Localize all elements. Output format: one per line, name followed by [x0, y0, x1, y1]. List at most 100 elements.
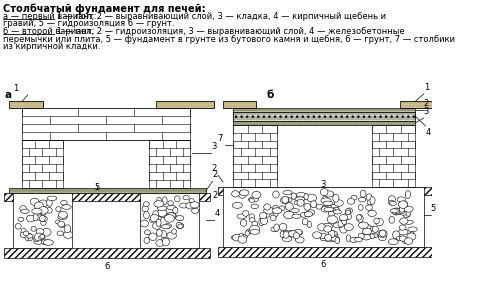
Ellipse shape: [378, 230, 387, 237]
Text: 6: 6: [320, 260, 326, 269]
Ellipse shape: [306, 210, 315, 215]
Ellipse shape: [332, 194, 339, 202]
Ellipse shape: [369, 234, 375, 238]
Text: 1: 1: [13, 84, 18, 93]
Ellipse shape: [320, 236, 327, 241]
Ellipse shape: [280, 223, 287, 231]
Ellipse shape: [300, 212, 306, 217]
Ellipse shape: [150, 214, 158, 222]
Ellipse shape: [404, 206, 413, 212]
Ellipse shape: [304, 194, 308, 200]
Ellipse shape: [180, 203, 188, 208]
Ellipse shape: [231, 235, 241, 240]
Ellipse shape: [324, 234, 332, 241]
Ellipse shape: [402, 238, 410, 244]
Ellipse shape: [368, 210, 376, 217]
Ellipse shape: [283, 231, 289, 238]
Ellipse shape: [354, 237, 362, 242]
Ellipse shape: [272, 208, 282, 214]
Ellipse shape: [274, 224, 279, 231]
Ellipse shape: [248, 230, 256, 234]
Ellipse shape: [167, 205, 176, 210]
Ellipse shape: [280, 197, 289, 204]
Ellipse shape: [156, 219, 161, 227]
Ellipse shape: [174, 196, 180, 202]
Ellipse shape: [362, 234, 370, 240]
Ellipse shape: [403, 212, 410, 217]
Bar: [4, 248, 210, 258]
Ellipse shape: [240, 219, 247, 226]
Ellipse shape: [34, 239, 43, 244]
Ellipse shape: [30, 198, 39, 205]
Text: гравий, 5 — гидроизоляция 6 — грунт.: гравий, 5 — гидроизоляция 6 — грунт.: [4, 19, 175, 29]
Ellipse shape: [372, 226, 378, 233]
Ellipse shape: [40, 234, 44, 239]
Ellipse shape: [56, 207, 61, 212]
Ellipse shape: [25, 233, 31, 241]
Ellipse shape: [378, 234, 386, 241]
Ellipse shape: [42, 228, 51, 236]
Ellipse shape: [358, 222, 368, 228]
Text: 3: 3: [424, 107, 429, 116]
Ellipse shape: [192, 208, 198, 213]
Ellipse shape: [287, 231, 296, 235]
Ellipse shape: [142, 205, 148, 212]
Ellipse shape: [34, 233, 44, 241]
Ellipse shape: [390, 201, 396, 205]
Ellipse shape: [38, 207, 48, 214]
Ellipse shape: [330, 237, 340, 241]
Ellipse shape: [374, 218, 380, 224]
Ellipse shape: [237, 214, 246, 219]
Ellipse shape: [167, 232, 176, 239]
Ellipse shape: [58, 221, 64, 227]
Text: 6: 6: [104, 262, 110, 271]
Ellipse shape: [327, 216, 338, 223]
Ellipse shape: [160, 230, 166, 238]
Ellipse shape: [279, 206, 285, 211]
Bar: [218, 187, 432, 195]
Ellipse shape: [164, 224, 172, 228]
Ellipse shape: [150, 218, 154, 222]
Ellipse shape: [356, 215, 362, 220]
Ellipse shape: [282, 236, 292, 242]
Ellipse shape: [248, 197, 258, 202]
Ellipse shape: [246, 229, 254, 233]
Ellipse shape: [398, 229, 408, 235]
Ellipse shape: [272, 191, 279, 198]
Ellipse shape: [34, 202, 43, 210]
Text: перемычки или плита, 5 — фундамент в грунте из бутового камня и щебня, 6 — грунт: перемычки или плита, 5 — фундамент в гру…: [4, 35, 456, 43]
Ellipse shape: [250, 198, 254, 203]
Ellipse shape: [59, 223, 65, 228]
Ellipse shape: [304, 203, 310, 210]
Ellipse shape: [24, 231, 29, 236]
Ellipse shape: [64, 225, 70, 233]
Text: 2: 2: [212, 164, 217, 173]
Ellipse shape: [297, 199, 304, 206]
Ellipse shape: [324, 226, 332, 232]
Ellipse shape: [408, 227, 417, 232]
Ellipse shape: [294, 200, 304, 205]
Bar: [234, 121, 415, 125]
Text: 1 — пол, 2 — выравнивающий слой, 3 — кладка, 4 — кирпичный щебень и: 1 — пол, 2 — выравнивающий слой, 3 — кла…: [54, 12, 386, 21]
Ellipse shape: [294, 230, 302, 235]
Bar: [156, 101, 214, 108]
Ellipse shape: [347, 208, 352, 213]
Ellipse shape: [392, 208, 400, 215]
Ellipse shape: [152, 222, 161, 229]
Ellipse shape: [366, 205, 372, 210]
Ellipse shape: [398, 210, 408, 215]
Ellipse shape: [238, 236, 246, 243]
Ellipse shape: [344, 224, 354, 230]
Ellipse shape: [162, 224, 170, 229]
Text: 4: 4: [214, 209, 220, 218]
Ellipse shape: [326, 238, 335, 242]
Ellipse shape: [348, 198, 354, 204]
Ellipse shape: [154, 201, 164, 207]
Ellipse shape: [283, 191, 292, 195]
Ellipse shape: [368, 227, 376, 231]
Ellipse shape: [358, 233, 364, 239]
Ellipse shape: [310, 201, 316, 208]
Ellipse shape: [366, 194, 372, 201]
Ellipse shape: [20, 206, 26, 212]
Ellipse shape: [282, 196, 288, 203]
